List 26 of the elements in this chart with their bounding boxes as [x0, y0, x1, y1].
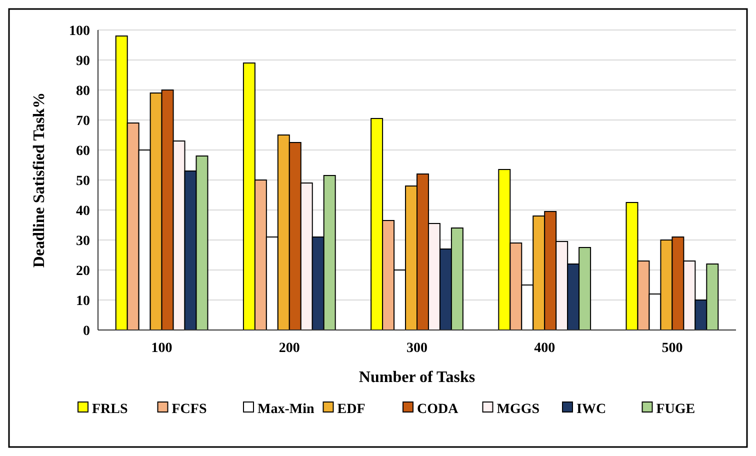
x-tick-label: 100 [151, 341, 172, 356]
legend-label: FUGE [656, 402, 696, 417]
y-tick-label: 20 [76, 264, 90, 279]
y-tick-label: 80 [76, 84, 90, 99]
legend-label: FCFS [172, 402, 207, 417]
legend-label: CODA [417, 402, 460, 417]
x-tick-label: 400 [534, 341, 556, 356]
y-tick-label: 30 [76, 234, 90, 249]
legend-label: IWC [576, 402, 606, 417]
x-tick-label: 200 [278, 341, 300, 356]
legend-label: EDF [337, 402, 366, 417]
legend-label: MGGS [496, 402, 540, 417]
y-tick-label: 0 [83, 324, 90, 339]
y-tick-label: 70 [76, 114, 90, 129]
x-tick-label: 500 [662, 341, 683, 356]
legend-label: Max-Min [258, 402, 314, 417]
y-tick-label: 50 [76, 174, 90, 189]
y-tick-label: 40 [76, 204, 90, 219]
y-tick-label: 90 [76, 54, 90, 69]
x-axis-title: Number of Tasks [358, 369, 476, 386]
x-tick-label: 300 [406, 341, 428, 356]
legend-label: FRLS [92, 402, 128, 417]
y-tick-label: 10 [76, 294, 90, 309]
y-tick-label: 60 [76, 144, 90, 159]
y-tick-label: 100 [69, 24, 90, 39]
y-axis-title: Deadline Satisfied Task% [31, 92, 48, 268]
